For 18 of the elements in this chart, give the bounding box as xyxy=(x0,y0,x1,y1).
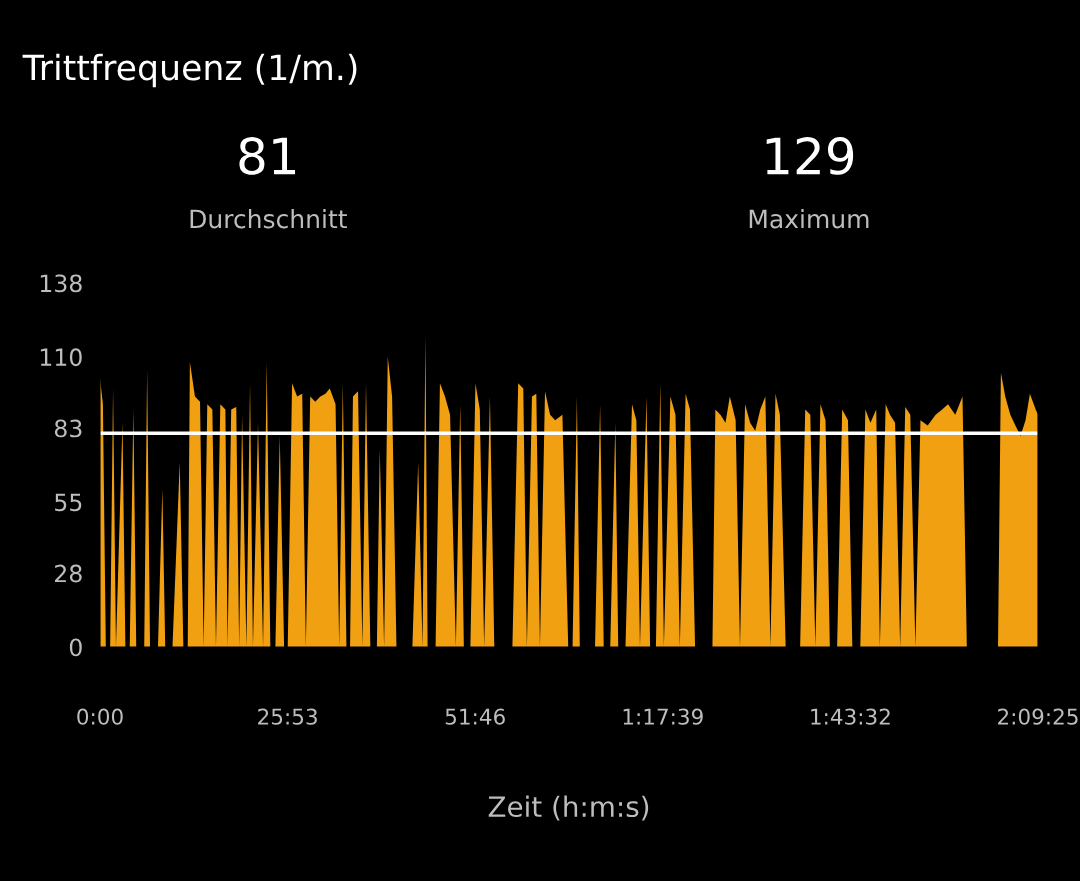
y-tick-label: 55 xyxy=(55,493,82,512)
y-tick-label: 83 xyxy=(54,419,82,438)
y-tick-label: 28 xyxy=(55,564,82,583)
x-axis-title: Zeit (h:m:s) xyxy=(488,795,649,821)
text: 129 xyxy=(766,137,854,175)
text: Durchschnitt xyxy=(190,209,347,229)
x-tick-label: 1:43:32 xyxy=(811,708,890,725)
x-tick-label: 51:46 xyxy=(445,708,505,725)
y-tick-label: 110 xyxy=(40,348,82,367)
x-tick-label: 2:09:25 xyxy=(998,708,1078,725)
text: Maximum xyxy=(749,209,869,229)
x-tick-label: 25:53 xyxy=(258,708,317,725)
x-tick-label: 1:17:39 xyxy=(623,708,703,725)
x-tick-label: 0:00 xyxy=(77,708,123,725)
text: 81 xyxy=(239,137,296,175)
y-tick-label: 0 xyxy=(69,638,82,657)
y-tick-label: 138 xyxy=(40,274,82,293)
chart-title: Trittfrequenz (1/m.) xyxy=(22,53,357,88)
